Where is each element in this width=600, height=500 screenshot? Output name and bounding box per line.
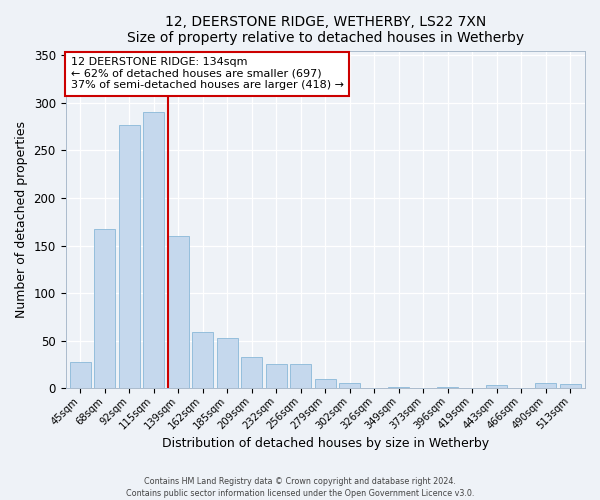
Bar [487,386,507,388]
Y-axis label: Number of detached properties: Number of detached properties [15,121,28,318]
Bar [437,387,458,388]
Bar [168,236,188,388]
Bar [266,364,287,388]
Bar [217,338,238,388]
Bar [143,112,164,388]
Text: Contains HM Land Registry data © Crown copyright and database right 2024.
Contai: Contains HM Land Registry data © Crown c… [126,476,474,498]
Bar [560,384,581,388]
Bar [119,124,140,388]
Text: 12 DEERSTONE RIDGE: 134sqm
← 62% of detached houses are smaller (697)
37% of sem: 12 DEERSTONE RIDGE: 134sqm ← 62% of deta… [71,58,344,90]
Bar [340,384,360,388]
Bar [94,230,115,388]
Bar [193,332,213,388]
Bar [315,378,335,388]
Bar [70,362,91,388]
Bar [241,357,262,388]
X-axis label: Distribution of detached houses by size in Wetherby: Distribution of detached houses by size … [162,437,489,450]
Title: 12, DEERSTONE RIDGE, WETHERBY, LS22 7XN
Size of property relative to detached ho: 12, DEERSTONE RIDGE, WETHERBY, LS22 7XN … [127,15,524,45]
Bar [535,384,556,388]
Bar [388,387,409,388]
Bar [290,364,311,388]
